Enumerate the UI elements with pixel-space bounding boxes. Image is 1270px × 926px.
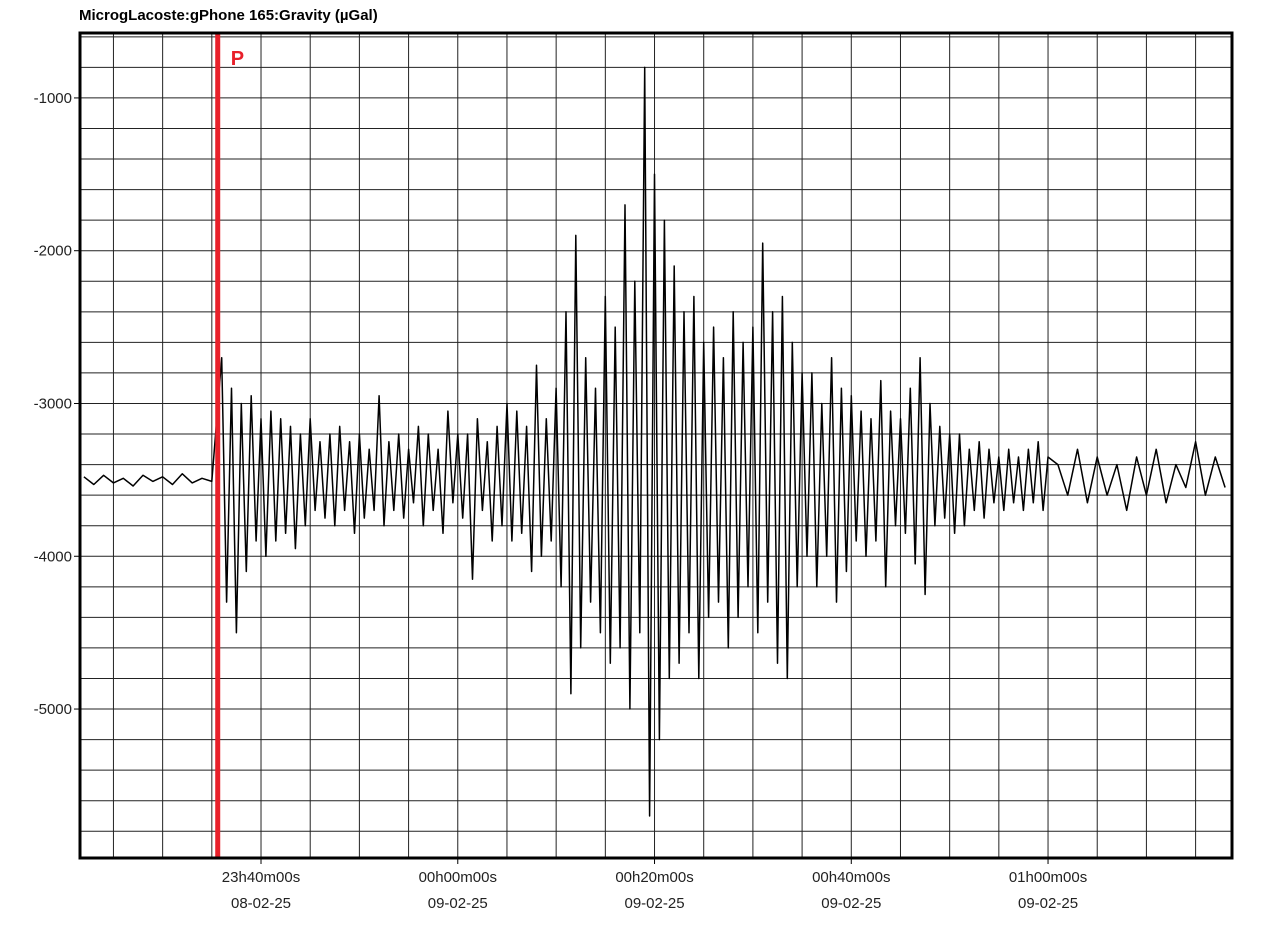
x-tick-label: 23h40m00s — [222, 869, 300, 886]
plot-frame — [78, 31, 1234, 860]
y-tick-label: -4000 — [34, 548, 72, 565]
x-tick-date: 09-02-25 — [1018, 895, 1078, 912]
x-tick-date: 08-02-25 — [231, 895, 291, 912]
x-tick-date: 09-02-25 — [821, 895, 881, 912]
y-tick-label: -1000 — [34, 90, 72, 107]
x-tick-label: 00h20m00s — [615, 869, 693, 886]
chart-title: MicrogLacoste:gPhone 165:Gravity (µGal) — [79, 7, 378, 24]
y-tick-label: -2000 — [34, 243, 72, 260]
x-tick-label: 00h40m00s — [812, 869, 890, 886]
signal-line — [83, 66, 1226, 817]
x-tick-date: 09-02-25 — [625, 895, 685, 912]
phase-label: P — [231, 48, 244, 70]
x-tick-date: 09-02-25 — [428, 895, 488, 912]
x-tick-label: 01h00m00s — [1009, 869, 1087, 886]
y-tick-label: -5000 — [34, 701, 72, 718]
x-tick-label: 00h00m00s — [419, 869, 497, 886]
y-tick-label: -3000 — [34, 395, 72, 412]
